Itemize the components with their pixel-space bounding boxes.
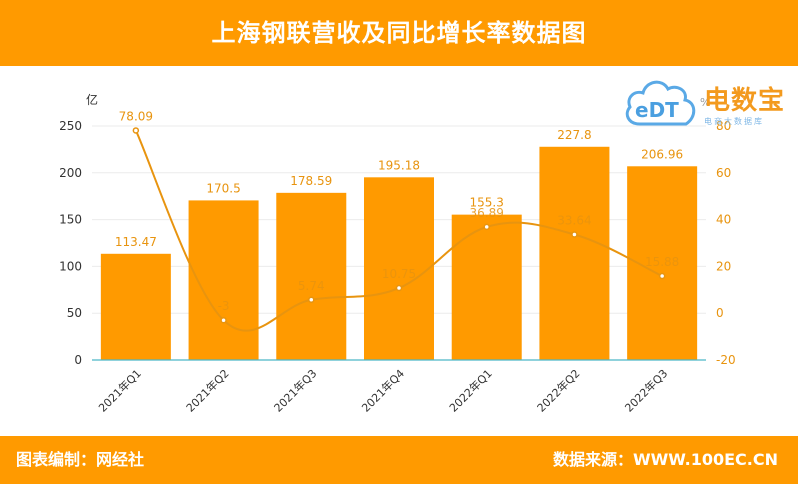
page-title: 上海钢联营收及同比增长率数据图 [211,19,587,47]
bar-value-label: 206.96 [641,147,683,161]
y-tick-label: 250 [59,119,82,133]
line-value-label: 33.64 [557,213,591,227]
bar [539,146,610,360]
growth-rate-line [134,130,663,332]
bar [276,192,347,360]
line-point [395,284,403,292]
logo-brand: 电数宝 [704,86,786,116]
x-tick-label: 2021年Q2 [183,366,232,415]
logo-mark: eDT [635,98,679,122]
y-tick-label: 200 [59,166,82,180]
line-value-label: -3 [218,299,230,313]
bar-value-label: 113.47 [115,235,157,249]
y-tick-label: 50 [67,306,82,320]
bar [451,214,522,360]
x-tick-label: 2022年Q3 [622,366,671,415]
y2-tick-label: 40 [716,213,731,227]
x-tick-label: 2022年Q2 [534,366,583,415]
chart: 113.47 170.5 178.59 195.18 155.3 227.8 206.96 7… [59,92,736,415]
x-tick-label: 2022年Q1 [446,366,495,415]
logo: eDT 电数宝 电商大数据库 [622,70,792,132]
line-value-label: 36.89 [470,206,504,220]
bar [100,253,171,360]
y2-tick-label: 20 [716,259,731,273]
y-tick-label: 150 [59,213,82,227]
y2-tick-label: -20 [716,353,736,367]
footer-credit: 图表编制：网经社 [16,450,145,469]
line-point [220,316,227,324]
y2-tick-label: 60 [716,166,731,180]
y-axis-unit: 亿 [86,92,98,107]
bar-value-label: 227.8 [557,128,591,142]
x-tick-label: 2021年Q4 [359,366,408,415]
bar-value-label: 178.59 [290,174,332,188]
line-point [483,223,490,231]
cloud-icon: eDT [625,80,696,126]
logo-subtitle: 电商大数据库 [704,117,764,126]
y2-axis-unit: % [700,96,710,109]
line-point [658,272,666,280]
line-layer [132,127,666,332]
line-value-label: 78.09 [119,109,153,123]
bars-layer [100,146,698,360]
bar [188,200,259,360]
y-tick-label: 0 [74,353,82,367]
footer-source: 数据来源：WWW.100EC.CN [552,450,778,469]
header-banner: 上海钢联营收及同比增长率数据图 [0,0,798,66]
y-tick-label: 100 [59,259,82,273]
bar-value-label: 170.5 [206,181,240,195]
x-tick-label: 2021年Q3 [271,366,320,415]
line-value-label: 5.74 [298,279,325,293]
line-point [571,231,578,238]
bar-value-label: 195.18 [378,158,420,172]
line-point [308,296,315,304]
bar-value-label: 155.3 [470,196,504,210]
line-value-label: 15.88 [645,255,679,269]
x-tick-label: 2021年Q1 [95,366,144,415]
y2-tick-label: 0 [716,306,724,320]
line-value-label: 10.75 [382,267,416,281]
footer-banner: 图表编制：网经社 数据来源：WWW.100EC.CN [0,436,798,484]
bar [364,177,434,360]
y2-tick-label: 80 [716,119,731,133]
labels-layer: 113.47 170.5 178.59 195.18 155.3 227.8 206.96 7… [115,109,683,313]
line-point [132,127,140,134]
